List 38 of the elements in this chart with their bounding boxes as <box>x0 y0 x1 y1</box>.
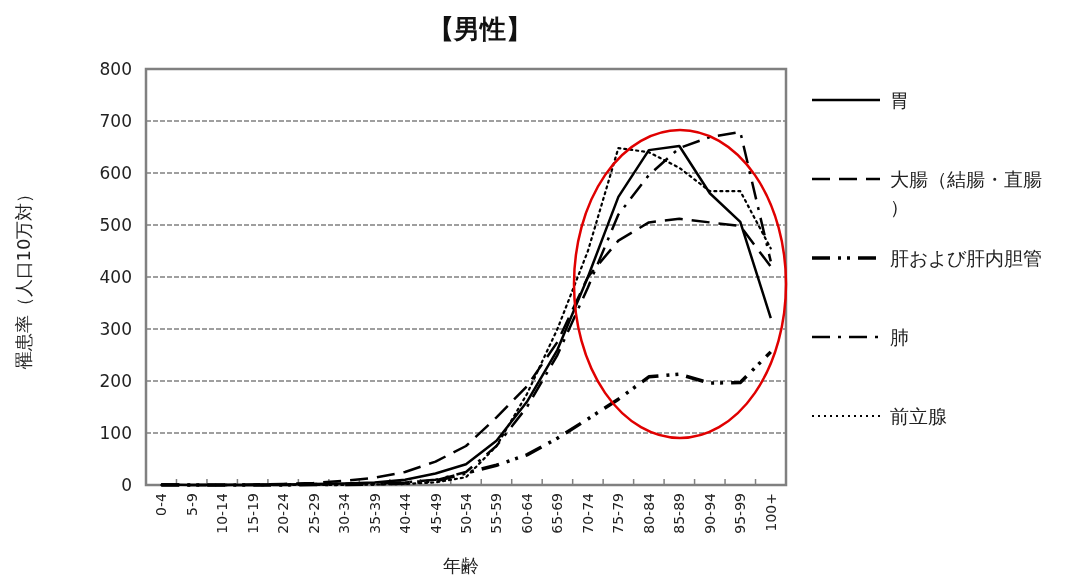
x-tick-label: 90-94 <box>701 492 718 534</box>
x-tick-label: 60-64 <box>518 492 535 534</box>
y-tick-label: 100 <box>99 423 132 443</box>
legend-label: 胃 <box>890 89 909 111</box>
x-tick-label: 100+ <box>762 493 779 532</box>
x-tick-label: 85-89 <box>671 493 688 534</box>
x-tick-label: 30-34 <box>336 492 353 534</box>
x-tick-label: 70-74 <box>579 492 596 534</box>
x-tick-label: 5-9 <box>183 493 200 516</box>
y-tick-label: 700 <box>99 111 132 131</box>
legend-label: 肺 <box>890 326 909 348</box>
x-tick-label: 20-24 <box>275 492 292 534</box>
x-tick-label: 50-54 <box>458 492 474 534</box>
x-tick-label: 25-29 <box>305 493 322 534</box>
x-tick-label: 35-39 <box>366 493 383 534</box>
legend-label: 肝および肝内胆管 <box>890 247 1042 269</box>
x-tick-label: 75-79 <box>610 493 627 534</box>
y-tick-label: 600 <box>99 163 132 183</box>
x-tick-label: 80-84 <box>640 492 657 534</box>
legend-label: 大腸（結腸・直腸） <box>890 168 1042 218</box>
y-tick-label: 500 <box>99 215 132 235</box>
x-tick-label: 10-14 <box>214 492 231 534</box>
x-tick-label: 0-4 <box>153 492 170 516</box>
y-tick-label: 200 <box>99 371 132 391</box>
x-tick-label: 40-44 <box>397 492 414 534</box>
x-tick-label: 65-69 <box>549 493 566 534</box>
y-tick-label: 800 <box>99 59 132 79</box>
x-tick-label: 45-49 <box>427 493 444 534</box>
y-tick-label: 300 <box>99 319 132 339</box>
chart-title: 【男性】 <box>428 14 532 44</box>
legend-label: 前立腺 <box>890 405 947 427</box>
y-tick-label: 400 <box>99 267 132 287</box>
x-tick-label: 15-19 <box>244 493 261 534</box>
x-axis-title: 年齢 <box>443 555 479 576</box>
x-tick-label: 55-59 <box>488 493 505 534</box>
x-tick-label: 95-99 <box>732 493 749 534</box>
y-axis-title: 罹患率（人口10万対） <box>13 184 34 371</box>
y-tick-label: 0 <box>121 475 132 495</box>
